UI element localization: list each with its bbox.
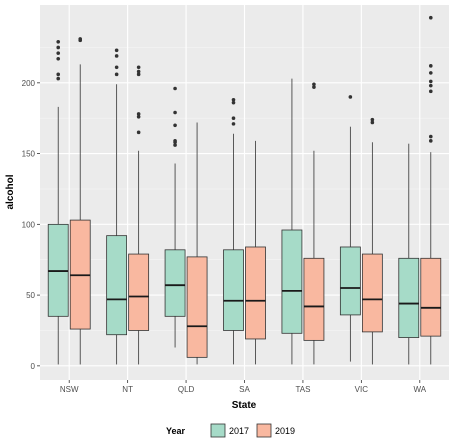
outlier-point	[114, 48, 119, 53]
outlier-point	[56, 72, 61, 77]
box-iqr	[398, 257, 420, 338]
outlier-point	[136, 114, 141, 119]
legend-key-2017	[210, 423, 226, 438]
box-iqr	[361, 253, 383, 333]
outlier-point	[56, 76, 61, 81]
outlier-point	[231, 122, 236, 126]
y-axis: 0 50 100 150 200	[22, 79, 40, 371]
box-qld-2019	[186, 122, 208, 365]
outlier-point	[231, 116, 236, 121]
box-tas-2019	[303, 82, 325, 365]
outlier-point	[56, 56, 61, 61]
outlier-point	[173, 110, 177, 115]
outlier-point	[136, 69, 141, 74]
box-iqr	[245, 246, 266, 340]
y-tick-label: 200	[22, 79, 36, 88]
box-iqr	[223, 249, 244, 331]
outlier-point	[312, 82, 316, 87]
box-iqr	[164, 249, 186, 317]
box-sa-2017	[223, 98, 244, 365]
outlier-point	[312, 85, 316, 89]
outlier-point	[136, 65, 141, 70]
box-iqr	[128, 253, 150, 331]
y-tick-label: 100	[22, 220, 36, 229]
outlier-point	[428, 89, 433, 94]
outlier-point	[428, 83, 433, 88]
y-tick-label: 50	[26, 291, 35, 300]
outlier-point	[370, 120, 375, 125]
y-axis-title: alcohol	[5, 174, 16, 209]
grid-major	[40, 5, 449, 380]
legend-label-2019: 2019	[275, 426, 295, 436]
x-axis-title: State	[232, 400, 257, 411]
outlier-point	[428, 139, 433, 143]
outlier-point	[231, 100, 236, 105]
boxes-layer	[47, 15, 442, 365]
y-tick-label: 0	[31, 362, 36, 371]
outlier-point	[56, 39, 61, 44]
outlier-point	[173, 139, 177, 143]
outlier-point	[173, 123, 177, 128]
outlier-point	[136, 130, 141, 135]
outlier-point	[78, 37, 83, 41]
box-nsw-2019	[69, 37, 91, 365]
box-iqr	[106, 235, 128, 336]
x-tick-label-nt: NT	[122, 385, 133, 394]
x-axis: NSW NT QLD SA TAS VIC WA	[60, 380, 427, 394]
box-qld-2017	[164, 86, 186, 348]
box-iqr	[281, 229, 303, 334]
outlier-point	[428, 15, 433, 20]
legend-key-2019	[256, 423, 272, 438]
outlier-point	[136, 112, 141, 116]
x-tick-label-nsw: NSW	[60, 385, 79, 394]
outlier-point	[428, 79, 433, 84]
legend: Year 2017 2019	[166, 423, 295, 438]
box-nsw-2017	[47, 39, 69, 365]
box-iqr	[420, 257, 442, 337]
x-tick-label-tas: TAS	[295, 385, 310, 394]
outlier-point	[56, 45, 61, 50]
outlier-point	[56, 51, 61, 55]
y-tick-label: 150	[22, 150, 36, 159]
outlier-point	[173, 143, 177, 147]
outlier-point	[231, 98, 236, 102]
box-wa-2017	[398, 143, 420, 365]
legend-title: Year	[166, 426, 186, 436]
box-sa-2019	[245, 140, 266, 365]
outlier-point	[370, 117, 375, 122]
box-iqr	[339, 246, 361, 316]
box-iqr	[303, 257, 325, 341]
outlier-point	[428, 71, 433, 75]
outlier-point	[114, 65, 119, 70]
outlier-point	[173, 86, 177, 91]
box-iqr	[186, 256, 208, 358]
box-vic-2017	[339, 95, 361, 362]
legend-label-2017: 2017	[229, 426, 249, 436]
x-tick-label-sa: SA	[239, 385, 250, 394]
x-tick-label-qld: QLD	[178, 385, 195, 394]
outlier-point	[428, 134, 433, 139]
outlier-point	[114, 72, 119, 77]
box-nt-2017	[106, 48, 128, 365]
outlier-point	[114, 54, 119, 58]
outlier-point	[136, 72, 141, 77]
box-vic-2019	[361, 117, 383, 365]
outlier-point	[428, 64, 433, 68]
x-tick-label-wa: WA	[413, 385, 426, 394]
outlier-point	[348, 95, 353, 99]
x-tick-label-vic: VIC	[355, 385, 369, 394]
box-tas-2017	[281, 78, 303, 365]
box-nt-2019	[128, 65, 150, 365]
box-wa-2019	[420, 15, 442, 365]
